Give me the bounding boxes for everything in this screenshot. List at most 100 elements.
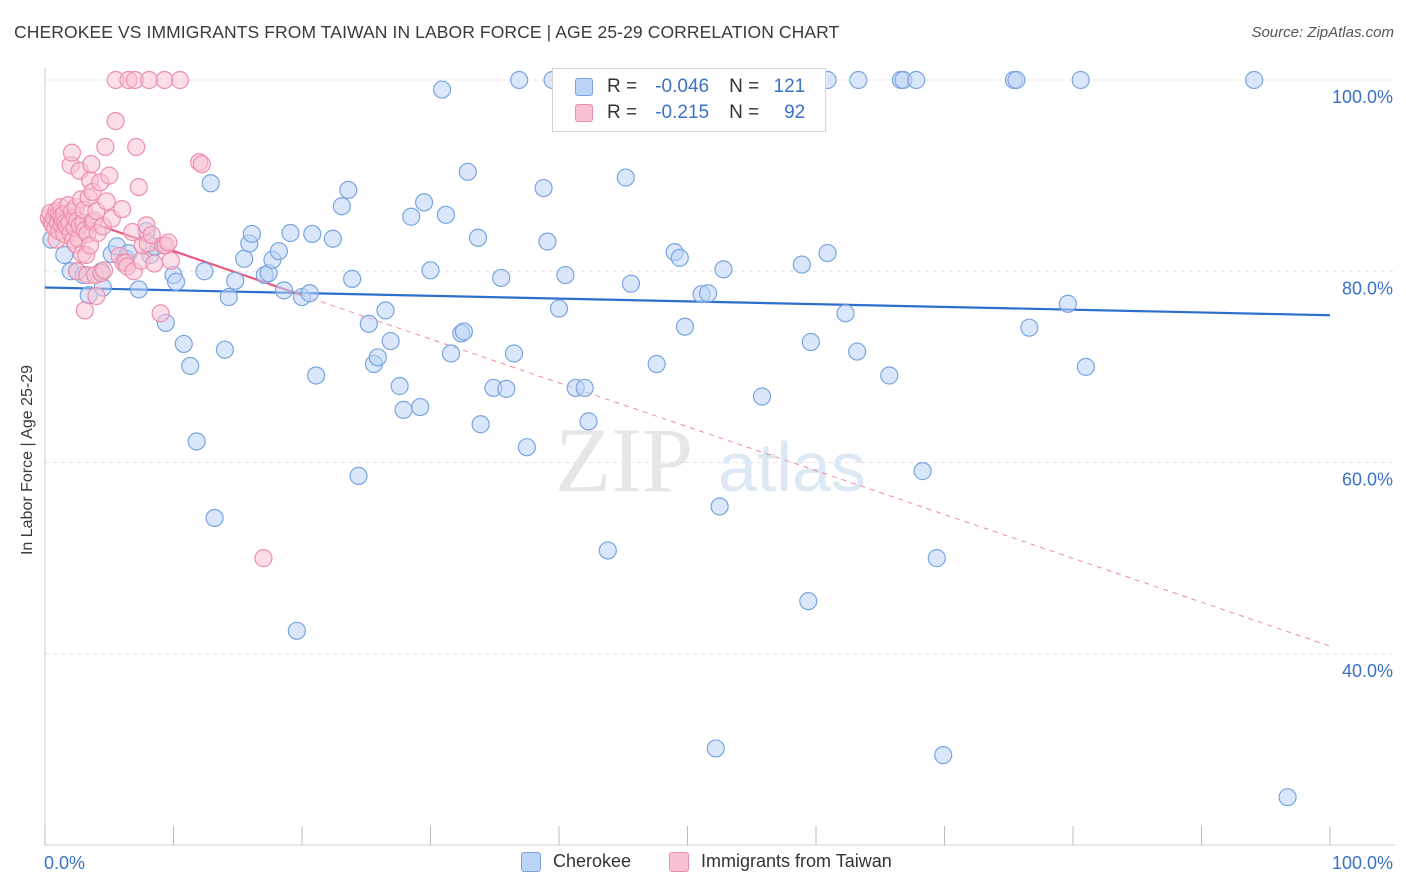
axes: [44, 68, 1395, 846]
cherokee-point: [510, 70, 529, 90]
cherokee-point: [432, 80, 452, 99]
cherokee-point: [598, 541, 617, 560]
cherokee-point: [1007, 70, 1026, 90]
cherokee-point: [849, 70, 868, 90]
cherokee-point: [441, 344, 461, 363]
legend-n-taiwan: 92: [784, 102, 806, 123]
cherokee-point: [281, 223, 300, 243]
cherokee-point: [1071, 70, 1090, 90]
cherokee-point: [934, 746, 953, 765]
taiwan-point: [96, 137, 115, 157]
taiwan-point: [82, 155, 101, 174]
legend-taiwan-label: Immigrants from Taiwan: [701, 851, 892, 871]
cherokee-point: [454, 322, 474, 341]
cherokee-point: [129, 280, 148, 299]
cherokee-point: [556, 265, 575, 285]
cherokee-point: [714, 260, 733, 279]
x-tick-label: 0.0%: [44, 853, 85, 873]
cherokee-point: [836, 304, 855, 323]
legend-row-taiwan: R = -0.215 N = 92: [575, 101, 805, 125]
cherokee-point: [300, 284, 319, 303]
cherokee-point: [549, 299, 569, 318]
legend-cherokee-label: Cherokee: [553, 851, 632, 871]
cherokee-point: [913, 462, 932, 481]
cherokee-point: [647, 354, 666, 374]
cherokee-legend-swatch: [521, 851, 541, 872]
cherokee-point: [219, 287, 238, 307]
cherokee-point: [174, 334, 193, 354]
taiwan-point: [127, 137, 146, 157]
cherokee-point: [201, 174, 220, 193]
cherokee-point: [390, 376, 409, 396]
cherokee-point: [421, 261, 440, 280]
cherokee-point: [274, 281, 294, 300]
cherokee-point: [394, 400, 413, 420]
cherokee-point: [880, 366, 899, 385]
taiwan-point: [151, 304, 170, 323]
cherokee-point: [1076, 357, 1095, 376]
cherokee-swatch: [575, 78, 593, 96]
cherokee-point: [166, 272, 186, 291]
y-tick-label: 40.0%: [1342, 661, 1393, 681]
taiwan-point: [142, 225, 161, 245]
watermark-atlas: atlas: [718, 428, 866, 506]
cherokee-point: [376, 301, 395, 320]
taiwan-point: [87, 287, 106, 306]
cherokee-point: [349, 466, 368, 485]
cherokee-trend-line: [44, 286, 1331, 317]
y-tick-label: 60.0%: [1342, 470, 1393, 490]
cherokee-point: [468, 228, 488, 247]
cherokee-point: [927, 549, 946, 568]
taiwan-point: [161, 251, 181, 270]
cherokee-point: [411, 397, 430, 417]
taiwan-point: [95, 261, 114, 280]
cherokee-point: [471, 415, 490, 434]
cherokee-point: [792, 255, 811, 274]
cherokee-point: [402, 207, 421, 226]
cherokee-point: [752, 387, 772, 406]
taiwan-point: [62, 143, 82, 162]
cherokee-point: [359, 314, 378, 333]
taiwan-point: [112, 199, 132, 219]
cherokee-point: [818, 243, 837, 263]
cherokee-point: [332, 197, 351, 216]
cherokee-point: [1278, 788, 1297, 807]
cherokee-point: [205, 508, 224, 528]
taiwan-legend-swatch: [669, 851, 689, 872]
taiwan-points: [39, 70, 273, 568]
cherokee-point: [187, 432, 206, 451]
taiwan-point: [254, 549, 273, 568]
cherokee-point: [616, 168, 635, 187]
cherokee-point: [287, 621, 306, 640]
cherokee-point: [436, 205, 456, 224]
cherokee-point: [343, 269, 362, 288]
cherokee-point: [307, 366, 326, 385]
cherokee-point: [1058, 294, 1077, 313]
cherokee-point: [381, 331, 400, 351]
taiwan-point: [139, 70, 159, 90]
taiwan-trend-extension: [301, 294, 1331, 647]
taiwan-point: [192, 155, 211, 174]
chart-title: CHEROKEE VS IMMIGRANTS FROM TAIWAN IN LA…: [14, 22, 840, 42]
y-tick-label: 100.0%: [1332, 87, 1393, 107]
y-tick-label: 80.0%: [1342, 278, 1393, 298]
legend-r-label: R =: [607, 76, 638, 97]
cherokee-point: [269, 242, 288, 261]
tick-labels: 40.0% 60.0% 80.0% 100.0% 0.0% 100.0%: [44, 87, 1393, 873]
cherokee-point: [706, 739, 725, 758]
cherokee-point: [458, 162, 477, 181]
taiwan-swatch: [575, 104, 593, 122]
cherokee-point: [1245, 70, 1264, 90]
cherokee-point: [55, 245, 74, 265]
series-legend: Cherokee Immigrants from Taiwan: [0, 851, 1406, 877]
cherokee-point: [675, 317, 695, 336]
legend-item-taiwan: Immigrants from Taiwan: [669, 851, 892, 872]
taiwan-point: [97, 192, 116, 211]
cherokee-point: [801, 332, 820, 352]
legend-item-cherokee: Cherokee: [521, 851, 631, 872]
cherokee-point: [538, 232, 557, 251]
cherokee-point: [215, 340, 234, 359]
cherokee-point: [235, 249, 254, 268]
watermark: ZIP atlas: [555, 409, 866, 511]
